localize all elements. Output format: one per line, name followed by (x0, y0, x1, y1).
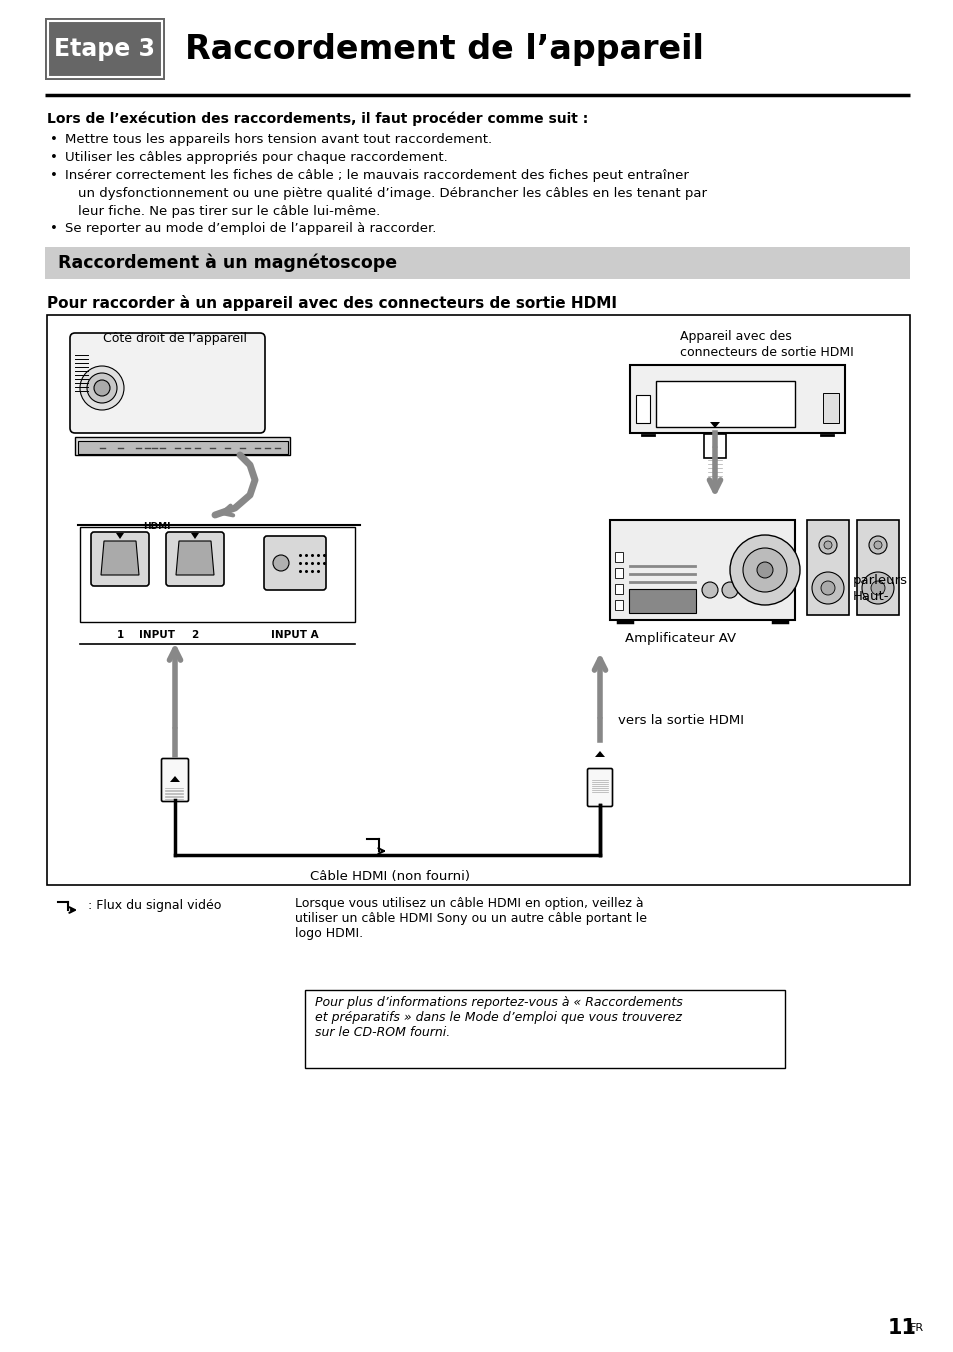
FancyBboxPatch shape (70, 333, 265, 433)
Polygon shape (709, 422, 720, 429)
FancyBboxPatch shape (80, 527, 355, 622)
Circle shape (273, 556, 289, 571)
Text: un dysfonctionnement ou une piètre qualité d’image. Débrancher les câbles en les: un dysfonctionnement ou une piètre quali… (78, 187, 706, 200)
FancyBboxPatch shape (45, 247, 909, 279)
Text: Amplificateur AV: Amplificateur AV (624, 631, 736, 645)
Text: Haut-: Haut- (852, 589, 888, 603)
Circle shape (729, 535, 800, 604)
Text: Pour plus d’informations reportez-vous à « Raccordements
et préparatifs » dans l: Pour plus d’informations reportez-vous à… (314, 996, 682, 1038)
FancyBboxPatch shape (806, 521, 848, 615)
FancyBboxPatch shape (47, 315, 909, 886)
Text: •: • (50, 222, 58, 235)
Polygon shape (175, 541, 213, 575)
Text: Côté droit de l’appareil: Côté droit de l’appareil (103, 333, 247, 345)
FancyBboxPatch shape (629, 365, 844, 433)
Polygon shape (101, 541, 139, 575)
Text: HDMI: HDMI (143, 522, 171, 531)
Text: : Flux du signal vidéo: : Flux du signal vidéo (84, 899, 221, 911)
Circle shape (701, 581, 718, 598)
Text: •: • (50, 132, 58, 146)
FancyBboxPatch shape (166, 531, 224, 585)
Text: Câble HDMI (non fourni): Câble HDMI (non fourni) (310, 869, 470, 883)
Circle shape (87, 373, 117, 403)
Text: 2: 2 (192, 630, 198, 639)
Polygon shape (595, 750, 604, 757)
Circle shape (742, 548, 786, 592)
Text: vers la sortie HDMI: vers la sortie HDMI (618, 714, 743, 726)
FancyBboxPatch shape (628, 589, 696, 612)
Text: •: • (50, 151, 58, 164)
FancyBboxPatch shape (856, 521, 898, 615)
Text: Pour raccorder à un appareil avec des connecteurs de sortie HDMI: Pour raccorder à un appareil avec des co… (47, 295, 617, 311)
FancyBboxPatch shape (615, 552, 622, 562)
FancyBboxPatch shape (264, 535, 326, 589)
FancyBboxPatch shape (305, 990, 784, 1068)
Circle shape (862, 572, 893, 604)
FancyBboxPatch shape (615, 600, 622, 610)
Circle shape (870, 581, 884, 595)
Text: Se reporter au mode d’emploi de l’appareil à raccorder.: Se reporter au mode d’emploi de l’appare… (65, 222, 436, 235)
FancyBboxPatch shape (78, 441, 288, 454)
FancyBboxPatch shape (615, 584, 622, 594)
FancyBboxPatch shape (609, 521, 794, 621)
FancyBboxPatch shape (615, 568, 622, 579)
Text: Mettre tous les appareils hors tension avant tout raccordement.: Mettre tous les appareils hors tension a… (65, 132, 492, 146)
Text: Raccordement à un magnétoscope: Raccordement à un magnétoscope (58, 254, 396, 272)
FancyBboxPatch shape (822, 393, 838, 423)
Circle shape (80, 366, 124, 410)
FancyBboxPatch shape (75, 437, 290, 456)
Circle shape (757, 562, 772, 579)
Circle shape (721, 581, 738, 598)
Text: parleurs: parleurs (852, 575, 907, 587)
Circle shape (94, 380, 110, 396)
Text: INPUT A: INPUT A (271, 630, 318, 639)
Text: INPUT: INPUT (139, 630, 174, 639)
FancyBboxPatch shape (656, 381, 794, 427)
FancyBboxPatch shape (161, 758, 189, 802)
FancyBboxPatch shape (91, 531, 149, 585)
Text: Lorsque vous utilisez un câble HDMI en option, veillez à
utiliser un câble HDMI : Lorsque vous utilisez un câble HDMI en o… (294, 896, 646, 940)
FancyBboxPatch shape (703, 434, 725, 458)
Polygon shape (170, 776, 180, 781)
Text: Lors de l’exécution des raccordements, il faut procéder comme suit :: Lors de l’exécution des raccordements, i… (47, 112, 588, 127)
FancyBboxPatch shape (636, 395, 649, 423)
FancyBboxPatch shape (587, 768, 612, 807)
Circle shape (868, 535, 886, 554)
Text: Appareil avec des: Appareil avec des (679, 330, 791, 343)
Text: Utiliser les câbles appropriés pour chaque raccordement.: Utiliser les câbles appropriés pour chaq… (65, 151, 447, 164)
Circle shape (821, 581, 834, 595)
Circle shape (823, 541, 831, 549)
Text: Raccordement de l’appareil: Raccordement de l’appareil (185, 32, 703, 65)
Text: 1: 1 (116, 630, 124, 639)
Text: leur fiche. Ne pas tirer sur le câble lui-même.: leur fiche. Ne pas tirer sur le câble lu… (78, 206, 380, 218)
Circle shape (818, 535, 836, 554)
Text: connecteurs de sortie HDMI: connecteurs de sortie HDMI (679, 346, 853, 360)
Text: 11: 11 (887, 1318, 916, 1338)
Text: Insérer correctement les fiches de câble ; le mauvais raccordement des fiches pe: Insérer correctement les fiches de câble… (65, 169, 688, 183)
Text: Etape 3: Etape 3 (54, 37, 155, 61)
Polygon shape (116, 533, 124, 539)
Circle shape (811, 572, 843, 604)
Text: •: • (50, 169, 58, 183)
Text: FR: FR (909, 1324, 923, 1333)
Polygon shape (191, 533, 199, 539)
FancyBboxPatch shape (45, 18, 165, 80)
Circle shape (873, 541, 882, 549)
